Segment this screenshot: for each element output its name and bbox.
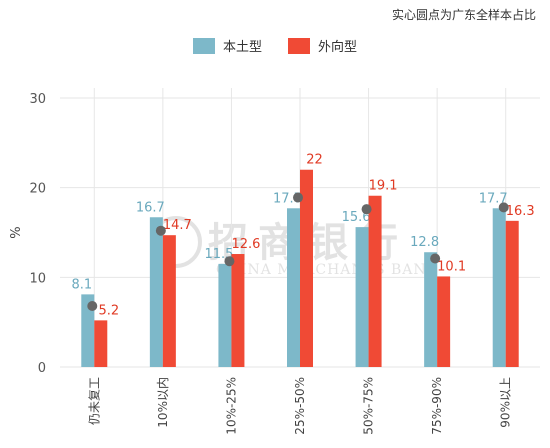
y-tick-label: 10 — [29, 271, 46, 286]
data-label-local: 17.7 — [479, 191, 508, 206]
data-label-foreign: 16.3 — [506, 204, 535, 219]
sample-dot — [361, 204, 372, 215]
x-tick-label: 90%以上 — [499, 377, 513, 428]
y-tick-label: 0 — [38, 361, 46, 376]
bar-foreign — [437, 276, 451, 367]
data-label-foreign: 5.2 — [98, 303, 119, 318]
sample-dot — [430, 253, 441, 264]
data-label-foreign: 14.7 — [163, 218, 192, 233]
data-label-local: 12.8 — [410, 235, 439, 250]
y-tick-label: 30 — [29, 92, 46, 107]
data-label-local: 8.1 — [71, 277, 92, 292]
sample-dot — [498, 202, 509, 213]
data-label-foreign: 10.1 — [437, 259, 466, 274]
data-label-foreign: 12.6 — [231, 237, 260, 252]
bar-foreign — [368, 195, 382, 367]
legend-item-local: 本土型 — [192, 36, 262, 55]
x-tick-label: 10%以内 — [156, 377, 170, 428]
legend-label-local: 本土型 — [222, 40, 262, 55]
y-tick-label: 20 — [29, 182, 46, 197]
x-tick-label: 10%-25% — [224, 377, 238, 435]
bar-foreign — [94, 320, 108, 367]
sample-dot — [155, 225, 166, 236]
bar-local — [492, 208, 506, 367]
legend-swatch-foreign — [288, 37, 310, 54]
legend-item-foreign: 外向型 — [288, 36, 357, 55]
y-axis-label: % — [9, 226, 24, 238]
bar-foreign — [300, 169, 313, 367]
bar-foreign — [231, 254, 245, 367]
bar-local — [218, 263, 232, 367]
bar-local — [355, 227, 369, 367]
sample-dot — [293, 192, 303, 203]
bar-foreign — [162, 235, 176, 367]
data-label-foreign: 19.1 — [369, 179, 398, 194]
data-label-local: 16.7 — [136, 200, 165, 215]
bar-local — [287, 208, 300, 367]
sample-dot — [224, 256, 235, 267]
legend: 本土型 外向型 — [0, 36, 550, 55]
bar-local — [424, 252, 438, 367]
bar-local — [81, 294, 95, 367]
x-tick-label: 75%-90% — [430, 377, 444, 435]
sample-dot — [87, 301, 98, 312]
chart-note: 实心圆点为广东全样本占比 — [391, 8, 536, 22]
data-label-foreign: 22 — [306, 153, 323, 168]
x-tick-label: 50%-75% — [362, 377, 376, 435]
x-tick-label: 25%-50% — [293, 377, 307, 435]
legend-label-foreign: 外向型 — [318, 40, 358, 55]
x-tick-label: 仍未复工 — [87, 377, 101, 425]
legend-swatch-local — [192, 37, 215, 54]
bar-foreign — [505, 220, 519, 367]
bar-local — [149, 217, 163, 367]
data-label-local: 15.6 — [342, 210, 371, 225]
